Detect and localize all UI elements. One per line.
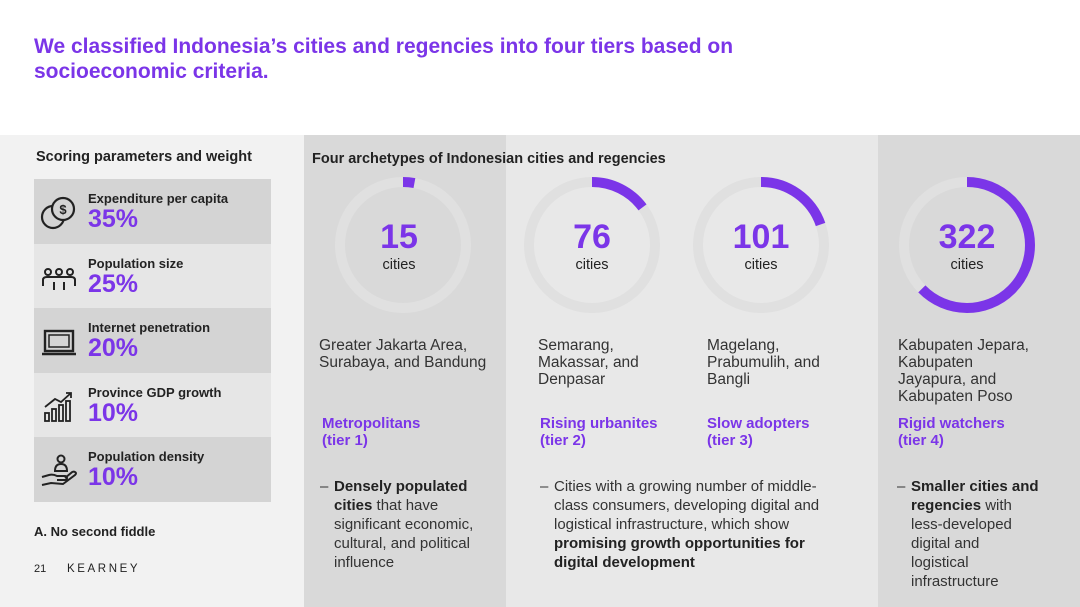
example-line: Surabaya, and Bandung xyxy=(319,354,487,371)
tier2-examples: Semarang, Makassar, and Denpasar xyxy=(538,337,639,388)
tier4-donut xyxy=(899,177,1035,313)
desc-text: with xyxy=(981,497,1012,514)
param-label: Province GDP growth xyxy=(88,384,222,400)
tier2-donut xyxy=(524,177,660,313)
desc-text: infrastructure xyxy=(911,573,999,590)
brand-logo: KEARNEY xyxy=(67,563,141,575)
tier3-count: 101 xyxy=(732,218,790,256)
tier4-unit: cities xyxy=(950,257,984,273)
param-gdp-growth: Province GDP growth 10% xyxy=(34,372,271,438)
bullet-dash: – xyxy=(897,478,906,495)
footnote: A. No second fiddle xyxy=(34,524,156,539)
tier1-column xyxy=(304,135,506,607)
archetype-tier: (tier 2) xyxy=(540,432,586,449)
example-line: Makassar, and xyxy=(538,354,639,371)
scoring-parameters-list: $ Expenditure per capita 35% Population … xyxy=(34,179,271,502)
example-line: Greater Jakarta Area, xyxy=(319,337,468,354)
archetype-tier: (tier 1) xyxy=(322,432,368,449)
tier2-unit: cities xyxy=(575,257,609,273)
tier1-donut xyxy=(335,177,471,313)
archetype-tier: (tier 3) xyxy=(707,432,753,449)
tier4-examples: Kabupaten Jepara, Kabupaten Jayapura, an… xyxy=(898,337,1029,405)
svg-text:$: $ xyxy=(59,202,67,217)
example-line: Jayapura, and xyxy=(898,371,997,388)
desc-text: significant economic, xyxy=(334,516,474,533)
archetype-name: Slow adopters xyxy=(707,415,810,432)
desc-text: digital and xyxy=(911,535,980,552)
tier4-count: 322 xyxy=(938,218,996,256)
param-label: Internet penetration xyxy=(88,320,211,336)
money-coins-icon: $ xyxy=(40,196,76,230)
bullet-dash: – xyxy=(540,478,549,495)
desc-text: that have xyxy=(372,497,439,514)
desc-text: logistical infrastructure, which show xyxy=(554,516,790,533)
param-weight: 10% xyxy=(88,463,139,492)
tier4-archetype: Rigid watchers (tier 4) xyxy=(898,415,1005,449)
desc-bold: promising growth opportunities for xyxy=(554,535,805,552)
param-label: Population density xyxy=(88,449,205,465)
example-line: Kabupaten Poso xyxy=(898,388,1013,405)
param-population-size: Population size 25% xyxy=(34,243,271,309)
desc-bold: regencies xyxy=(911,497,982,514)
tier3-donut xyxy=(693,177,829,313)
param-weight: 35% xyxy=(88,205,139,233)
desc-text: cultural, and political xyxy=(334,535,470,552)
bullet-dash: – xyxy=(320,478,329,495)
page-number: 21 xyxy=(34,563,47,575)
example-line: Kabupaten Jepara, xyxy=(898,337,1029,354)
ring-fill xyxy=(335,177,471,313)
desc-text: less-developed xyxy=(911,516,1012,533)
param-weight: 25% xyxy=(88,269,139,298)
tier3-examples: Magelang, Prabumulih, and Bangli xyxy=(707,337,820,388)
desc-text: influence xyxy=(334,554,395,571)
desc-bold: Densely populated xyxy=(334,478,468,495)
archetype-name: Metropolitans xyxy=(322,415,421,432)
ring-fill xyxy=(524,177,660,313)
desc-text: class consumers, developing digital and xyxy=(554,497,820,514)
param-weight: 10% xyxy=(88,398,139,427)
example-line: Kabupaten xyxy=(898,354,973,371)
tier2-archetype: Rising urbanites (tier 2) xyxy=(540,415,658,449)
tier1-unit: cities xyxy=(382,257,416,273)
archetype-tier: (tier 4) xyxy=(898,432,944,449)
tier3-archetype: Slow adopters (tier 3) xyxy=(707,415,810,449)
tier1-examples: Greater Jakarta Area, Surabaya, and Band… xyxy=(319,337,486,371)
ring-fill xyxy=(899,177,1035,313)
person-in-hand-icon xyxy=(41,454,77,487)
tier1-count: 15 xyxy=(380,218,418,256)
example-line: Semarang, xyxy=(538,337,614,354)
desc-text: logistical xyxy=(911,554,969,571)
param-density: Population density 10% xyxy=(34,437,271,502)
tier3-unit: cities xyxy=(744,257,778,273)
archetypes-heading: Four archetypes of Indonesian cities and… xyxy=(312,151,666,167)
tier1-archetype: Metropolitans (tier 1) xyxy=(322,415,420,449)
page-title: We classified Indonesia’s cities and reg… xyxy=(34,35,734,83)
ring-fill xyxy=(693,177,829,313)
desc-bold: cities xyxy=(334,497,373,514)
archetype-name: Rising urbanites xyxy=(540,415,658,432)
people-group-icon xyxy=(42,267,76,290)
tier2-count: 76 xyxy=(573,218,611,256)
example-line: Denpasar xyxy=(538,371,606,388)
laptop-icon xyxy=(42,329,76,356)
param-weight: 20% xyxy=(88,334,139,363)
scoring-heading: Scoring parameters and weight xyxy=(36,149,252,165)
archetype-name: Rigid watchers xyxy=(898,415,1005,432)
example-line: Prabumulih, and xyxy=(707,354,820,371)
example-line: Magelang, xyxy=(707,337,780,354)
param-internet: Internet penetration 20% xyxy=(34,308,271,373)
growth-bar-chart-icon xyxy=(44,391,72,422)
param-label: Expenditure per capita xyxy=(88,191,229,206)
example-line: Bangli xyxy=(707,371,751,388)
param-label: Population size xyxy=(88,255,184,271)
desc-bold: Smaller cities and xyxy=(911,478,1039,495)
desc-text: Cities with a growing number of middle- xyxy=(554,478,817,495)
param-expenditure: $ Expenditure per capita 35% xyxy=(34,179,271,244)
desc-bold: digital development xyxy=(554,554,695,571)
